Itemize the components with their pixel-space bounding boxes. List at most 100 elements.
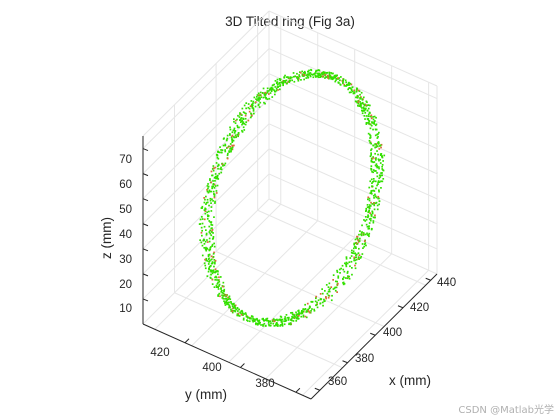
ring-point	[212, 236, 215, 238]
ring-point	[209, 178, 211, 180]
ring-point	[325, 72, 328, 74]
ring-point	[259, 98, 261, 100]
ring-point	[372, 178, 375, 180]
ring-point	[313, 73, 315, 75]
ring-point	[212, 185, 215, 188]
ring-point	[310, 310, 312, 312]
ring-point	[253, 96, 256, 99]
ring-point	[366, 118, 369, 120]
ring-point	[356, 94, 359, 97]
ring-point	[362, 232, 365, 234]
ring-point	[210, 223, 213, 226]
x-tick-mark	[370, 332, 376, 336]
y-tick-mark	[184, 338, 190, 344]
ring-point	[218, 172, 221, 175]
ring-point	[256, 323, 259, 326]
ring-point	[290, 312, 292, 314]
ring-point	[318, 69, 321, 72]
ring-point	[320, 298, 322, 300]
ring-point	[212, 165, 215, 167]
ring-point	[245, 313, 247, 316]
z-tick-label: 30	[119, 254, 132, 266]
ring-point	[334, 289, 337, 292]
ring-point	[205, 259, 207, 262]
ring-point	[241, 107, 244, 110]
ring-point	[210, 265, 212, 267]
ring-point	[344, 262, 346, 265]
ring-point	[366, 122, 368, 124]
ring-point	[209, 265, 211, 268]
ring-point	[210, 202, 212, 204]
ring-point	[232, 306, 235, 309]
ring-point	[370, 114, 373, 117]
ring-point	[274, 80, 277, 82]
ring-point	[311, 73, 313, 76]
ring-point	[375, 116, 377, 119]
ring-point	[293, 75, 295, 78]
ring-point	[280, 319, 283, 322]
ring-point	[359, 97, 361, 99]
ring-point	[213, 216, 215, 218]
ring-point	[206, 241, 209, 243]
ring-point	[367, 211, 370, 214]
ring-point	[354, 259, 356, 262]
ring-point	[340, 267, 342, 270]
ring-point	[225, 139, 228, 141]
ring-point	[211, 283, 214, 285]
ring-point	[321, 75, 324, 78]
ring-point	[325, 296, 327, 298]
ring-point	[347, 82, 350, 85]
ring-point	[308, 72, 311, 75]
ring-point	[375, 144, 377, 146]
ring-point	[381, 164, 384, 166]
ring-point	[374, 134, 377, 137]
ring-point	[216, 154, 218, 157]
ring-point	[217, 167, 219, 170]
ring-point	[228, 297, 231, 300]
ring-point	[280, 81, 283, 84]
ring-point	[319, 302, 322, 305]
ring-point	[207, 215, 210, 217]
ring-point	[238, 308, 240, 311]
ring-point	[237, 133, 240, 136]
ring-point	[210, 234, 213, 237]
ring-point	[345, 81, 348, 84]
ring-point	[257, 98, 260, 101]
ring-point	[353, 256, 356, 259]
ring-point	[224, 302, 226, 305]
ring-point	[281, 323, 284, 326]
ring-point	[211, 272, 214, 275]
grid-line	[268, 73, 438, 150]
ring-point	[280, 316, 283, 318]
ring-point	[359, 103, 362, 105]
ring-point	[223, 293, 226, 296]
ring-point	[226, 303, 228, 305]
ring-point	[370, 159, 373, 162]
ring-point	[370, 213, 372, 216]
ring-point	[336, 269, 338, 272]
ring-point	[324, 300, 326, 302]
ring-point	[287, 77, 290, 79]
ring-point	[241, 129, 243, 132]
ring-point	[229, 133, 231, 135]
ring-point	[214, 176, 216, 179]
ring-point	[219, 295, 221, 298]
ring-point	[200, 231, 203, 234]
ring-point	[361, 231, 363, 233]
ring-point	[237, 132, 240, 135]
ring-point	[237, 114, 239, 117]
ring-point	[351, 90, 354, 93]
ring-point	[361, 224, 363, 227]
ring-point	[215, 275, 217, 278]
ring-point	[232, 139, 235, 142]
ring-point	[361, 253, 364, 255]
ring-point	[264, 92, 266, 95]
ring-point	[228, 295, 231, 298]
ring-point	[208, 268, 210, 271]
ring-point	[240, 121, 242, 123]
ring-point	[224, 301, 226, 304]
ring-point	[277, 325, 279, 327]
ring-point	[340, 76, 342, 78]
ring-point	[342, 81, 344, 84]
ring-point	[370, 169, 373, 171]
